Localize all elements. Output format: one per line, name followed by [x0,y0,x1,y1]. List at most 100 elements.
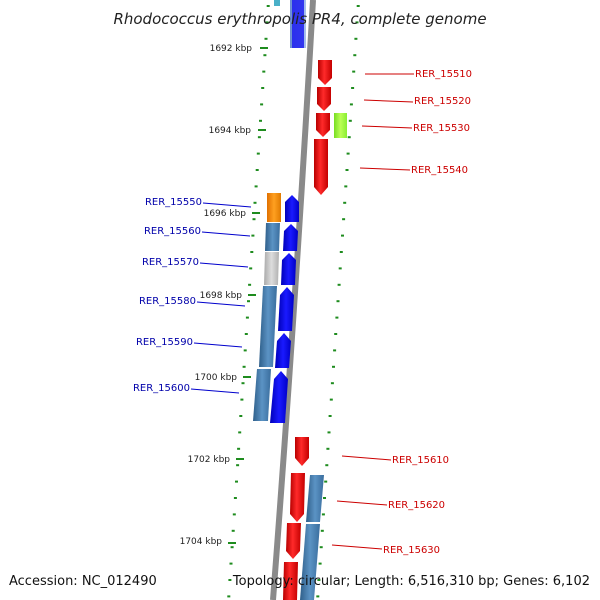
gene-arrow-rer-15610[interactable] [295,437,309,466]
tick-dot [332,365,335,368]
kbp-label-1702: 1702 kbp [188,455,231,465]
gene-label-rer-15570[interactable]: RER_15570 [142,257,199,268]
tick-dot [228,579,232,581]
gene-arrow-rer-15510[interactable] [318,60,332,85]
gene-arrow-rer-15640[interactable] [283,562,298,600]
tick-dot [330,382,334,385]
tick-dot [356,5,360,7]
kbp-label-1704: 1704 kbp [180,537,223,547]
tick-dot [238,431,242,434]
gene-label-rer-15550[interactable]: RER_15550 [145,197,202,208]
tick-dot [347,136,351,139]
leader-line-rer-15580 [196,301,246,307]
tick-dot [244,333,248,335]
tick-dot [240,398,244,401]
gene-label-rer-15510[interactable]: RER_15510 [415,69,472,80]
tick-dot [329,398,333,401]
tick-dot [249,267,253,270]
tick-dot [254,185,258,188]
tick-dot [259,119,262,122]
tick-dot [260,103,264,106]
tick-dot [334,333,338,335]
gene-arrow-rer-15620[interactable] [290,473,305,522]
gene-label-rer-15520[interactable]: RER_15520 [414,96,471,107]
tick-dot [323,497,326,499]
tick-dot [352,70,356,73]
tick-dot [263,54,267,57]
tick-dot [233,497,237,499]
tick-dot [248,283,252,286]
tick-dot [354,37,358,40]
leader-line-rer-15630 [331,544,383,550]
tick-dot [321,513,325,516]
gene-labels-left: RER_15550 RER_15560 RER_15570 RER_15580 … [133,197,252,394]
tick-dot [227,595,231,598]
tick-dot [338,267,342,270]
leader-line-rer-15520 [363,99,414,103]
gene-arrow-rer-15530[interactable] [316,113,330,137]
gene-arrow-rer-15580[interactable] [278,287,294,331]
tick-dot [327,431,331,434]
tick-dot [345,169,349,171]
leader-line-rer-15540 [359,167,411,171]
tick-dot [344,185,348,188]
tick-dot [348,119,352,122]
tick-dot [317,579,321,581]
tick-dot [346,152,350,155]
tick-dot [325,464,329,467]
kbp-label-1692: 1692 kbp [210,44,253,54]
kbp-label-1694: 1694 kbp [209,126,252,136]
leader-line-rer-15570 [199,262,249,268]
kbp-label-1696: 1696 kbp [204,209,247,219]
tick-dot [316,595,320,598]
gene-label-rer-15630[interactable]: RER_15630 [383,545,440,556]
tick-dot [243,349,247,352]
genome-backbone [270,0,316,600]
cog-bar-rer-15600 [253,369,271,421]
gene-label-rer-15600[interactable]: RER_15600 [133,383,190,394]
gene-arrow-rer-15570[interactable] [281,253,296,285]
cog-category-bars [253,113,347,600]
gene-arrow-rer-15590[interactable] [275,333,291,368]
cog-bar-rer-15530 [334,113,347,138]
tick-dot [252,218,256,221]
gene-label-rer-15620[interactable]: RER_15620 [388,500,445,511]
gene-arrow-rer-15540[interactable] [314,139,328,195]
gene-label-rer-15540[interactable]: RER_15540 [411,165,468,176]
tick-dot [353,54,357,57]
kbp-label-1698: 1698 kbp [200,291,243,301]
gene-label-rer-15590[interactable]: RER_15590 [136,337,193,348]
gene-arrow-rer-15560[interactable] [283,224,298,251]
tick-dot [253,201,257,204]
gene-arrow-rer-15550[interactable] [285,195,299,222]
tick-dot [336,300,340,303]
tick-dot [256,152,260,155]
tick-dot [335,316,339,319]
tick-dot [245,316,249,319]
tick-dot [262,70,266,73]
tick-dot [349,103,353,106]
tick-dot [265,21,269,24]
gene-arrow-rer-15520[interactable] [317,87,331,111]
gene-arrow-rer-15630[interactable] [286,523,301,559]
tick-dot [231,529,235,532]
gene-label-rer-15560[interactable]: RER_15560 [144,226,201,237]
tick-dot [320,529,324,532]
gene-label-rer-15530[interactable]: RER_15530 [413,123,470,134]
cog-bar-rer-15580-90 [259,286,277,367]
top-partial-gene [274,0,280,6]
cog-bar-rer-15560 [265,223,280,251]
tick-dot [355,21,359,24]
leader-line-rer-15560 [201,231,251,237]
gene-arrow-rer-15600[interactable] [270,371,288,423]
tick-dot [319,546,323,549]
tick-dot [229,562,233,565]
tick-dot [261,87,265,89]
tick-dot [242,365,246,368]
tick-dot [333,349,337,352]
gene-label-rer-15610[interactable]: RER_15610 [392,455,449,466]
cog-bar-rer-15620 [306,475,324,522]
gene-label-rer-15580[interactable]: RER_15580 [139,296,196,307]
